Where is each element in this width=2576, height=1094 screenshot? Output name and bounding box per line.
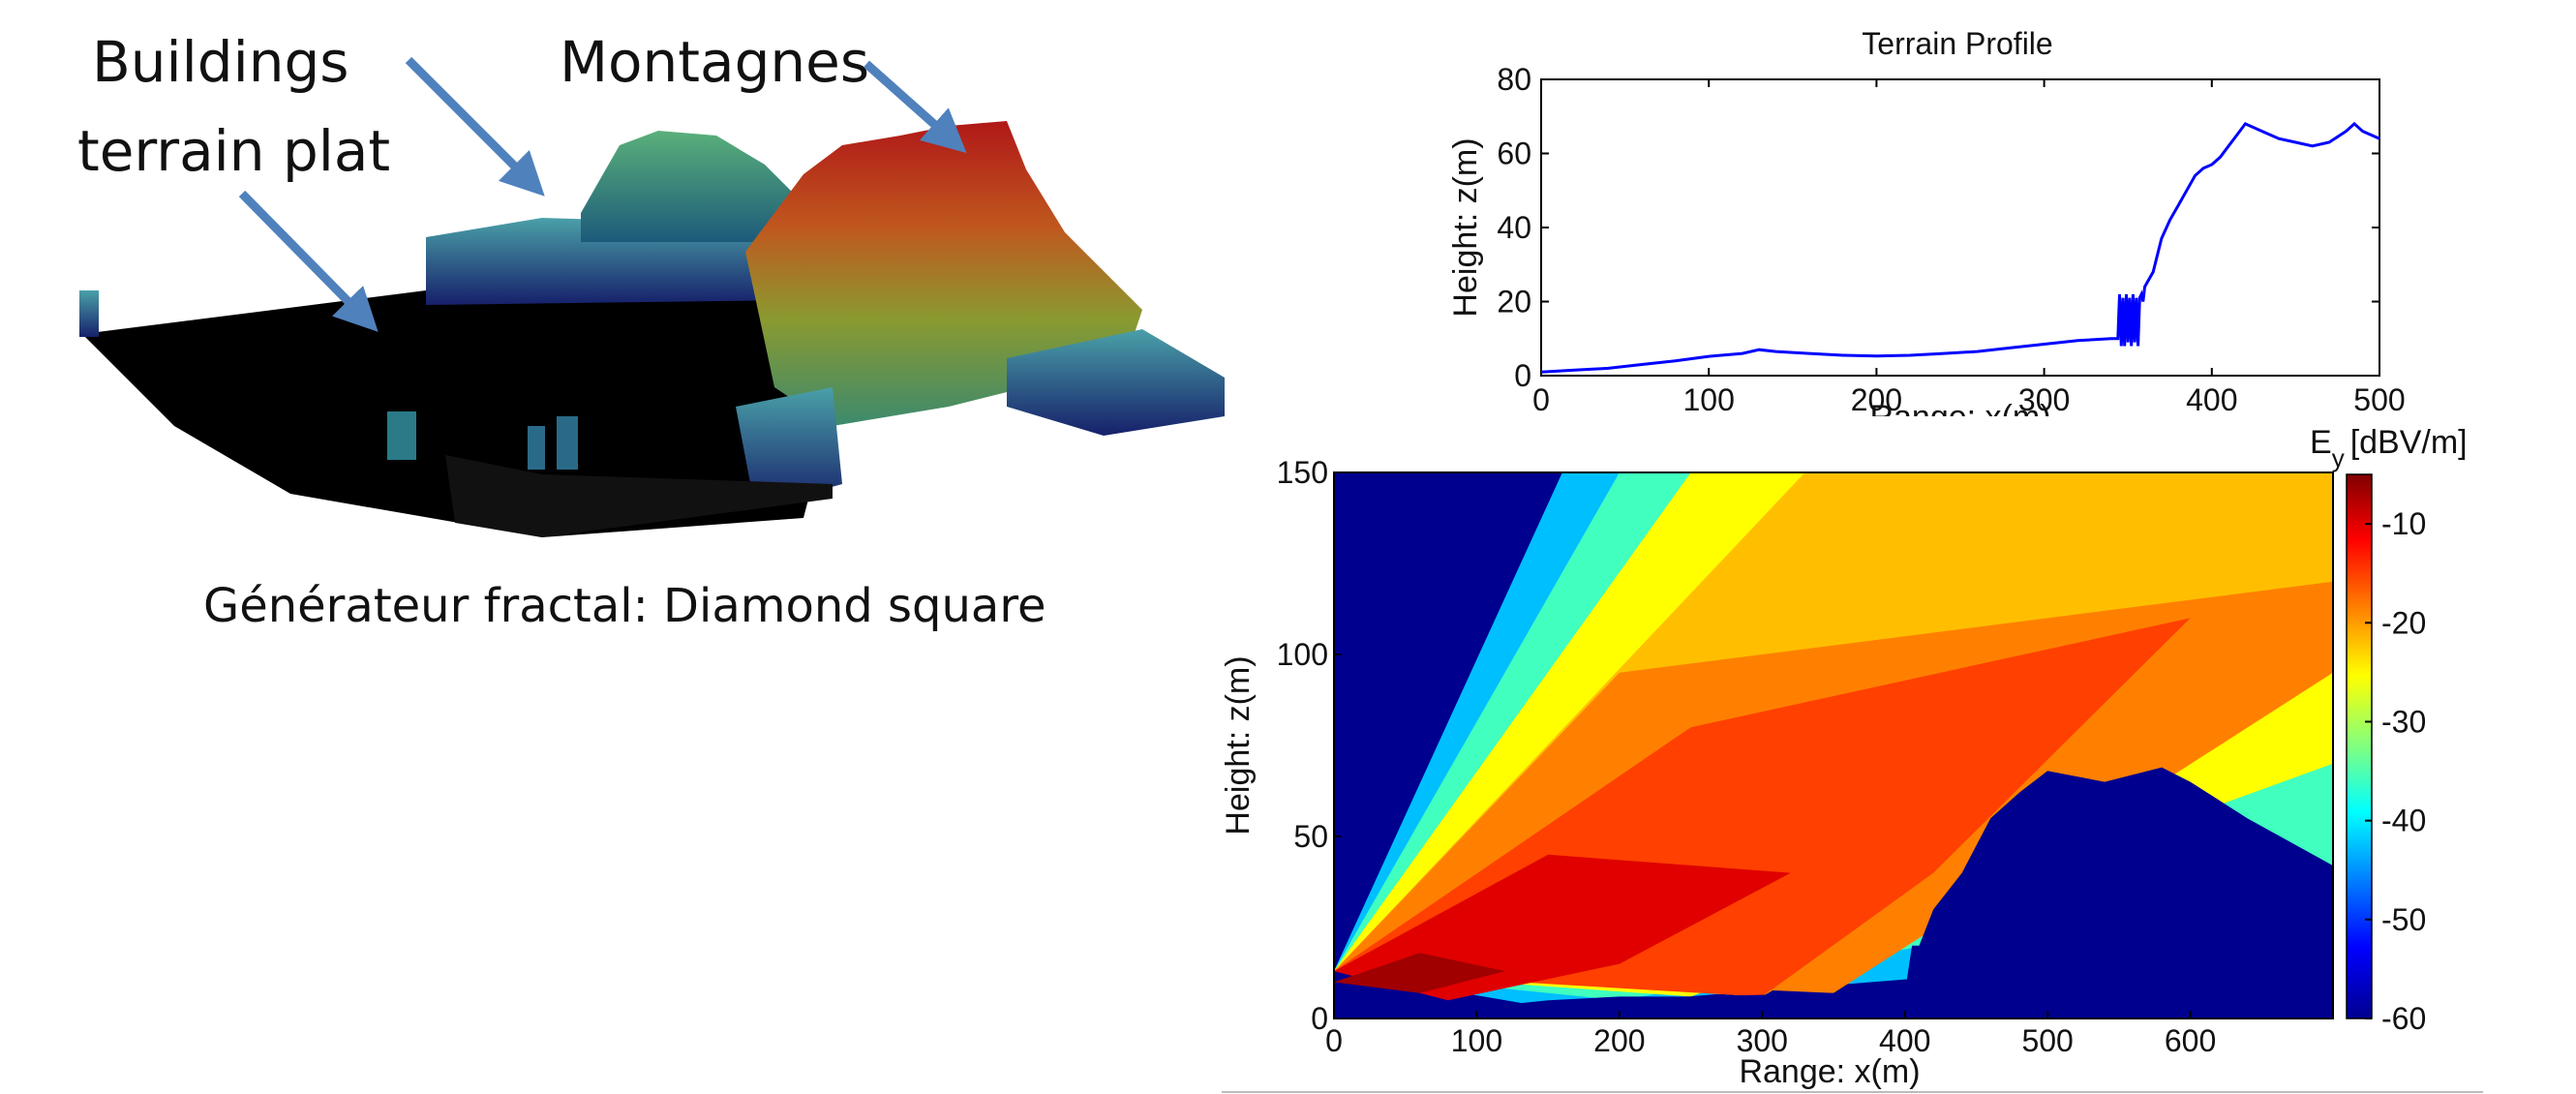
hill-shape — [581, 131, 794, 242]
terrain-profile-line — [1540, 121, 2380, 374]
x-tick-label: 200 — [1593, 1023, 1645, 1058]
x-tick-label: 100 — [1451, 1023, 1502, 1058]
mountain-shape — [745, 121, 1142, 426]
terrain-3d-illustration — [79, 121, 1225, 537]
y-axis-label: Height: z(m) — [1220, 655, 1257, 835]
left-building-block — [79, 290, 99, 337]
y-tick-label: 60 — [1497, 137, 1531, 171]
chart-title: Terrain Profile — [1862, 26, 2052, 61]
x-axis-label: Range: x(m) — [1739, 1053, 1920, 1090]
plot-area — [1540, 78, 2380, 377]
y-tick-label: 100 — [1277, 637, 1328, 672]
colorbar — [2346, 473, 2373, 1019]
label-terrain-plat: terrain plat — [77, 118, 391, 184]
x-tick-label: 200 — [1851, 382, 1902, 417]
small-building — [557, 416, 578, 470]
colorbar-tick-label: -50 — [2381, 902, 2426, 937]
colorbar-tick-label: -60 — [2381, 1001, 2426, 1036]
flat-terrain-shape — [82, 290, 833, 537]
x-tick-label: 0 — [1325, 1023, 1343, 1058]
x-tick-label: 0 — [1532, 382, 1550, 417]
y-tick-label: 50 — [1293, 819, 1328, 854]
label-montagnes: Montagnes — [560, 29, 870, 95]
terrain-front-dark — [445, 455, 833, 537]
y-tick-label: 0 — [1514, 358, 1531, 393]
terrain-profile-chart: Terrain Profile 0 100 200 300 400 500 0 20 40 60 8… — [1447, 26, 2406, 436]
x-tick-label: 100 — [1683, 382, 1735, 417]
y-tick-label: 0 — [1311, 1001, 1328, 1036]
x-tick-label: 500 — [2353, 382, 2405, 417]
colorbar-tick-label: -30 — [2381, 704, 2426, 739]
field-heatmap-chart: 0 100 200 300 400 500 600 0 50 100 150 Height: z(m… — [1220, 424, 2468, 1090]
arrow-terrain-plat — [238, 190, 379, 332]
small-building — [387, 411, 416, 460]
colorbar-tick-label: -40 — [2381, 804, 2426, 838]
colorbar-tick-label: -10 — [2381, 506, 2426, 541]
x-tick-label: 500 — [2021, 1023, 2073, 1058]
label-buildings: Buildings — [92, 29, 349, 95]
colorbar-tick-label: -20 — [2381, 605, 2426, 640]
colorbar-title: Ey [dBV/m] — [2310, 424, 2468, 472]
right-building-block — [1007, 329, 1225, 436]
x-tick-label: 300 — [1737, 1023, 1788, 1058]
y-axis-label: Height: z(m) — [1447, 137, 1484, 317]
front-building-block — [736, 387, 842, 508]
terrain-shadow — [1334, 767, 2333, 1018]
x-tick-label: 400 — [1879, 1023, 1930, 1058]
x-tick-label: 600 — [2165, 1023, 2216, 1058]
arrow-buildings — [405, 56, 545, 197]
field-contours — [1334, 472, 2333, 1018]
x-tick-label: 400 — [2186, 382, 2237, 417]
caption-fractal-generator: Générateur fractal: Diamond square — [203, 579, 1046, 633]
x-tick-label: 300 — [2018, 382, 2070, 417]
y-tick-label: 20 — [1497, 285, 1531, 319]
field-band — [1334, 953, 1505, 993]
arrow-montagnes — [864, 60, 967, 153]
small-building — [528, 426, 545, 470]
y-tick-label: 40 — [1497, 210, 1531, 245]
plot-area — [1333, 471, 2334, 1019]
y-tick-label: 80 — [1497, 62, 1531, 97]
label-mask — [1820, 416, 2110, 438]
y-tick-label: 150 — [1277, 455, 1328, 490]
